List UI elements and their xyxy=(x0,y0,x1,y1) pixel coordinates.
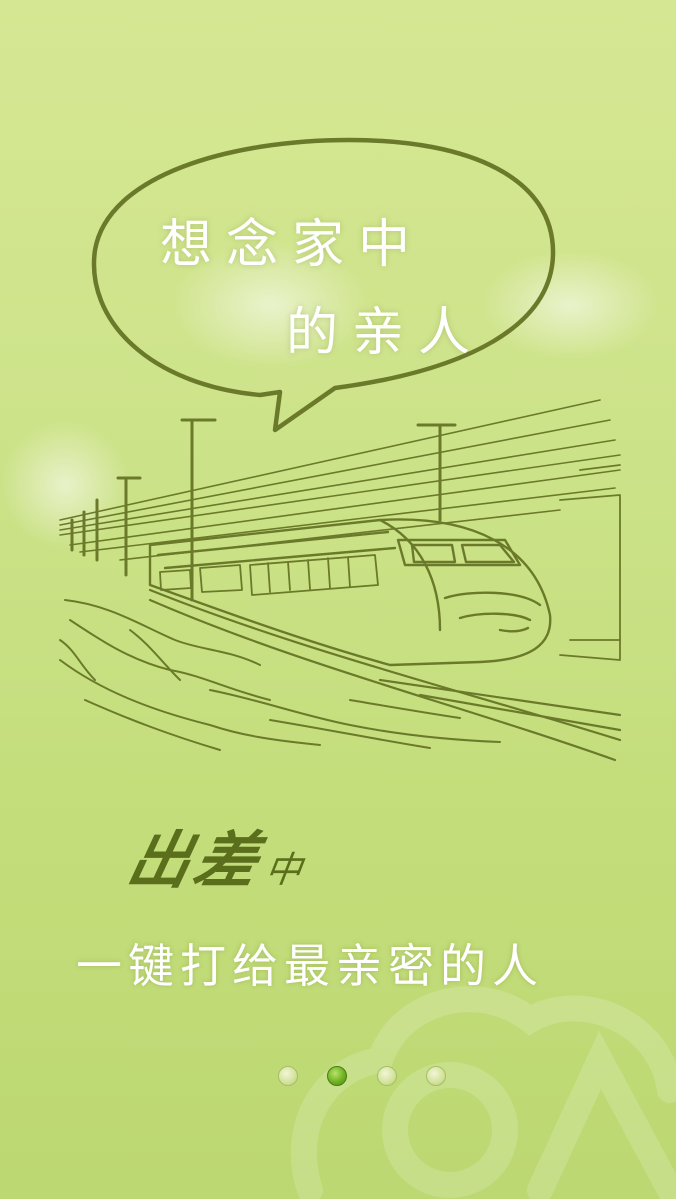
page-dot-1[interactable] xyxy=(278,1066,298,1086)
bubble-text-line-1: 想念家中 xyxy=(160,215,425,275)
cloud-logo-watermark-icon xyxy=(290,986,676,1199)
page-dot-2-active[interactable] xyxy=(327,1066,347,1086)
train-illustration xyxy=(59,137,622,762)
cloud-glow xyxy=(480,250,660,360)
page-dot-4[interactable] xyxy=(426,1066,446,1086)
tagline: 一键打给最亲密的人 xyxy=(76,939,544,993)
title-suffix: 中 xyxy=(262,850,305,891)
title-main: 出差 xyxy=(121,824,269,897)
bubble-text-line-2: 的亲人 xyxy=(286,303,485,363)
handwritten-title: 出差中 xyxy=(121,810,305,900)
speech-bubble xyxy=(91,137,556,433)
page-dot-3[interactable] xyxy=(377,1066,397,1086)
page-indicator xyxy=(0,1066,676,1090)
cloud-glow xyxy=(170,240,370,370)
